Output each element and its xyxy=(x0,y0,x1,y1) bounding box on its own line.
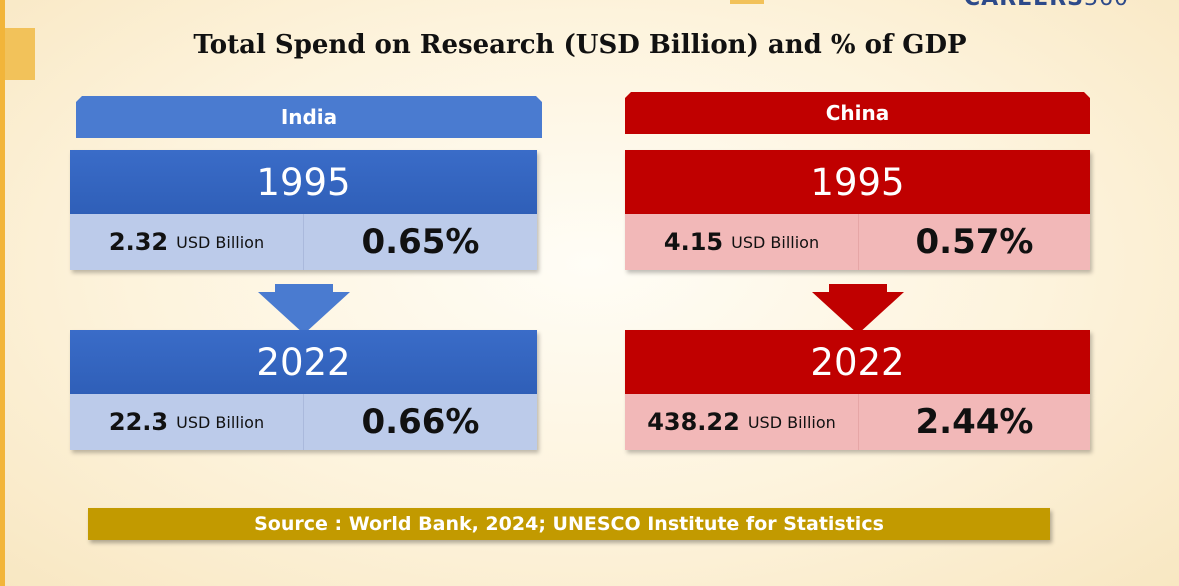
china-amount-2022: 438.22 xyxy=(647,408,740,436)
china-pct-1995: 0.57% xyxy=(915,222,1034,262)
china-year-2022: 2022 xyxy=(625,330,1090,394)
china-amount-cell-2022: 438.22 USD Billion xyxy=(625,394,859,450)
china-pct-cell-1995: 0.57% xyxy=(859,214,1090,270)
india-amount-cell-2022: 22.3 USD Billion xyxy=(70,394,304,450)
china-down-arrow-icon xyxy=(812,284,904,334)
source-text: Source : World Bank, 2024; UNESCO Instit… xyxy=(254,513,884,535)
india-pct-2022: 0.66% xyxy=(361,402,480,442)
india-header: India xyxy=(76,96,542,138)
page-title: Total Spend on Research (USD Billion) an… xyxy=(193,30,967,60)
india-year-1995-label: 1995 xyxy=(256,160,351,204)
china-year-1995-label: 1995 xyxy=(810,160,905,204)
left-border xyxy=(0,0,5,586)
china-header: China xyxy=(625,92,1090,134)
china-values-2022: 438.22 USD Billion 2.44% xyxy=(625,394,1090,450)
brand-logo-number: 360 xyxy=(1084,0,1129,11)
india-values-1995: 2.32 USD Billion 0.65% xyxy=(70,214,537,270)
china-pct-2022: 2.44% xyxy=(915,402,1034,442)
india-amount-1995: 2.32 xyxy=(108,228,169,256)
china-values-1995: 4.15 USD Billion 0.57% xyxy=(625,214,1090,270)
china-header-label: China xyxy=(825,101,890,125)
india-year-2022-label: 2022 xyxy=(256,340,351,384)
india-amount-2022: 22.3 xyxy=(108,408,169,436)
india-pct-1995: 0.65% xyxy=(361,222,480,262)
brand-logo: CAREERS360 xyxy=(964,0,1129,11)
india-down-arrow-icon xyxy=(258,284,350,334)
source-bar: Source : World Bank, 2024; UNESCO Instit… xyxy=(88,508,1050,540)
china-pct-cell-2022: 2.44% xyxy=(859,394,1090,450)
india-pct-cell-1995: 0.65% xyxy=(304,214,537,270)
china-amount-cell-1995: 4.15 USD Billion xyxy=(625,214,859,270)
india-unit-1995: USD Billion xyxy=(176,232,265,252)
china-year-2022-label: 2022 xyxy=(810,340,905,384)
india-values-2022: 22.3 USD Billion 0.66% xyxy=(70,394,537,450)
india-header-label: India xyxy=(280,105,338,129)
india-amount-cell-1995: 2.32 USD Billion xyxy=(70,214,304,270)
india-year-2022: 2022 xyxy=(70,330,537,394)
logo-accent xyxy=(730,0,764,4)
china-unit-1995: USD Billion xyxy=(731,232,820,252)
left-tab-decoration xyxy=(5,28,35,80)
brand-logo-text: CAREERS xyxy=(964,0,1084,11)
india-pct-cell-2022: 0.66% xyxy=(304,394,537,450)
india-unit-2022: USD Billion xyxy=(176,412,265,432)
india-year-1995: 1995 xyxy=(70,150,537,214)
china-unit-2022: USD Billion xyxy=(747,412,836,432)
china-amount-1995: 4.15 xyxy=(663,228,724,256)
china-year-1995: 1995 xyxy=(625,150,1090,214)
